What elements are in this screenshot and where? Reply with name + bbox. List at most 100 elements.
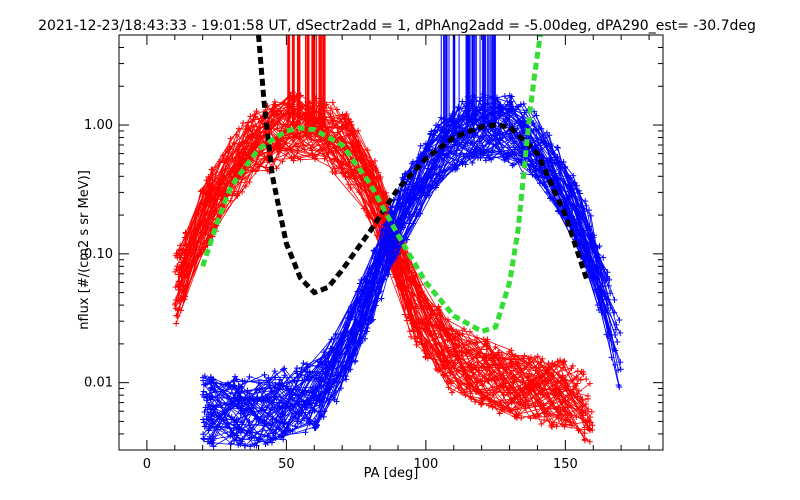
flux-point-marker [289, 427, 296, 434]
flux-point-marker [583, 202, 590, 209]
flux-point-marker [534, 141, 541, 148]
flux-point-marker [239, 146, 246, 153]
flux-point-marker [458, 158, 465, 165]
flux-point-marker [227, 135, 234, 142]
flux-point-marker [324, 372, 331, 379]
x-tick-label: 100 [413, 457, 438, 472]
flux-point-marker [581, 430, 588, 437]
flux-point-marker [509, 120, 516, 127]
flux-point-marker [405, 284, 412, 291]
flux-point-marker [473, 334, 480, 341]
flux-point-marker [533, 112, 540, 119]
flux-point-marker [611, 309, 618, 316]
flux-point-marker [504, 153, 511, 160]
flux-point-marker [430, 327, 437, 334]
flux-point-marker [244, 387, 251, 394]
flux-point-marker [562, 417, 569, 424]
flux-point-marker [554, 144, 561, 151]
flux-point-marker [199, 187, 206, 194]
flux-point-marker [607, 304, 614, 311]
flux-trace [183, 95, 566, 411]
flux-point-marker [239, 188, 246, 195]
flux-bundle-blue [199, 35, 624, 450]
flux-point-marker [512, 352, 519, 359]
flux-point-marker [356, 155, 363, 162]
flux-point-marker [347, 118, 354, 125]
flux-point-marker [238, 384, 245, 391]
flux-point-marker [240, 120, 247, 127]
flux-point-marker [486, 155, 493, 162]
flux-point-marker [210, 210, 217, 217]
flux-point-marker [584, 395, 591, 402]
flux-point-marker [311, 424, 318, 431]
flux-point-marker [401, 171, 408, 178]
flux-point-marker [603, 331, 610, 338]
flux-point-marker [222, 158, 229, 165]
flux-point-marker [462, 161, 469, 168]
flux-trace [208, 110, 595, 437]
flux-point-marker [383, 193, 390, 200]
flux-point-marker [324, 387, 331, 394]
flux-point-marker [172, 284, 179, 291]
flux-point-marker [281, 365, 288, 372]
flux-point-marker [204, 380, 211, 387]
flux-point-marker [276, 107, 283, 114]
flux-point-marker [611, 296, 618, 303]
flux-point-marker [557, 390, 564, 397]
flux-point-marker [569, 186, 576, 193]
flux-point-marker [281, 372, 288, 379]
flux-point-marker [293, 365, 300, 372]
flux-point-marker [466, 363, 473, 370]
flux-point-marker [350, 339, 357, 346]
flux-point-marker [433, 122, 440, 129]
flux-point-marker [280, 383, 287, 390]
flux-point-marker [496, 410, 503, 417]
flux-point-marker [388, 204, 395, 211]
flux-point-marker [331, 378, 338, 385]
flux-point-marker [563, 192, 570, 199]
flux-point-marker [357, 317, 364, 324]
flux-point-marker [271, 368, 278, 375]
flux-point-marker [477, 401, 484, 408]
flux-point-marker [463, 386, 470, 393]
flux-point-marker [467, 382, 474, 389]
flux-point-marker [209, 171, 216, 178]
flux-point-marker [445, 344, 452, 351]
flux-point-marker [404, 236, 411, 243]
flux-trace [213, 109, 621, 408]
x-axis-label: PA [deg] [364, 466, 419, 481]
flux-point-marker [347, 366, 354, 373]
flux-point-marker [329, 99, 336, 106]
flux-point-marker [514, 406, 521, 413]
flux-point-marker [507, 389, 514, 396]
flux-point-marker [517, 385, 524, 392]
flux-point-marker [281, 430, 288, 437]
flux-point-marker [560, 358, 567, 365]
plot-area-frame [118, 34, 664, 451]
flux-point-marker [252, 168, 259, 175]
flux-point-marker [294, 370, 301, 377]
flux-point-marker [567, 174, 574, 181]
flux-point-marker [591, 232, 598, 239]
flux-point-marker [207, 387, 214, 394]
flux-point-marker [535, 126, 542, 133]
flux-point-marker [513, 411, 520, 418]
flux-point-marker [394, 238, 401, 245]
flux-point-marker [413, 213, 420, 220]
flux-point-marker [343, 349, 350, 356]
flux-point-marker [173, 320, 180, 327]
flux-point-marker [206, 403, 213, 410]
flux-trace [207, 106, 616, 414]
flux-point-marker [352, 320, 359, 327]
flux-point-marker [510, 140, 517, 147]
flux-point-marker [173, 250, 180, 257]
flux-point-marker [434, 127, 441, 134]
flux-point-marker [553, 423, 560, 430]
flux-point-marker [320, 146, 327, 153]
flux-point-marker [394, 248, 401, 255]
flux-point-marker [551, 388, 558, 395]
flux-point-marker [365, 214, 372, 221]
flux-point-marker [574, 380, 581, 387]
flux-point-marker [493, 383, 500, 390]
flux-point-marker [455, 103, 462, 110]
